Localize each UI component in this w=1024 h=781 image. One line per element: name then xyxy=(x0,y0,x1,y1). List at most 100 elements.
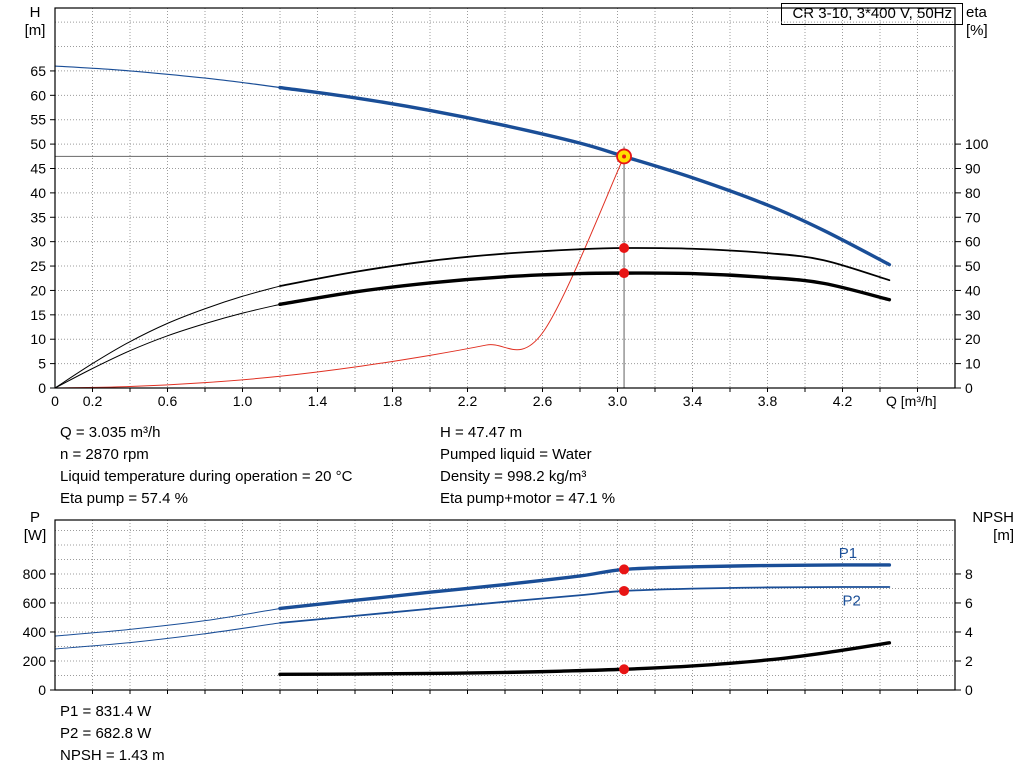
left-tick-label: 400 xyxy=(23,624,47,640)
x-axis-unit-label: Q [m³/h] xyxy=(886,393,937,409)
npsh-axis-title-line2: [m] xyxy=(993,527,1014,544)
left-tick-label: 200 xyxy=(23,653,47,669)
series-head-curve-thin xyxy=(54,65,281,89)
qh-eta-chart-crosshair xyxy=(55,146,625,388)
x-tick-label: 0.2 xyxy=(83,393,103,409)
duty-p1: P1 = 831.4 W xyxy=(60,703,152,720)
eta-pump-motor-point-marker xyxy=(619,268,630,279)
x-tick-label: 1.8 xyxy=(383,393,403,409)
left-tick-label: 25 xyxy=(30,258,46,274)
right-tick-label: 8 xyxy=(965,566,973,582)
p2-point-marker xyxy=(619,585,630,596)
x-tick-label: 1.4 xyxy=(308,393,328,409)
duty-liquid-temp: Liquid temperature during operation = 20… xyxy=(60,468,353,485)
x-tick-label: 3.4 xyxy=(683,393,703,409)
left-tick-label: 0 xyxy=(38,380,46,396)
right-tick-label: 0 xyxy=(965,380,973,396)
right-tick-label: 6 xyxy=(965,595,973,611)
eta-axis-title-line1: eta xyxy=(966,4,987,21)
duty-q: Q = 3.035 m³/h xyxy=(60,424,161,441)
qh-eta-chart-grid xyxy=(55,8,955,388)
x-tick-label: 1.0 xyxy=(233,393,253,409)
right-tick-label: 60 xyxy=(965,234,981,250)
npsh-point-marker xyxy=(619,664,630,675)
left-tick-label: 15 xyxy=(30,307,46,323)
h-axis-title-line1: H xyxy=(29,4,41,21)
left-tick-label: 800 xyxy=(23,566,47,582)
power-npsh-chart-ticks xyxy=(50,573,961,694)
duty-head: H = 47.47 m xyxy=(440,424,523,441)
series-label-p1: P1 xyxy=(839,545,857,562)
p-axis-title-line1: P xyxy=(29,509,40,526)
right-tick-label: 2 xyxy=(965,653,973,669)
duty-info-right: H = 47.47 m Pumped liquid = Water Densit… xyxy=(440,422,615,510)
left-tick-label: 0 xyxy=(38,682,46,698)
left-tick-label: 45 xyxy=(30,160,46,176)
series-p2-curve-thin xyxy=(54,622,281,650)
right-tick-label: 4 xyxy=(965,624,973,640)
p-axis-title: P [W] xyxy=(16,509,54,545)
power-npsh-chart: 0 200 400 600 800 0 2 4 6 8 P1 P2 xyxy=(23,519,973,698)
left-tick-label: 600 xyxy=(23,595,47,611)
series-p2-curve xyxy=(279,586,891,624)
eta-axis-title-line2: [%] xyxy=(966,22,988,39)
eta-axis-title: eta [%] xyxy=(966,4,1016,40)
x-tick-label: 2.2 xyxy=(458,393,478,409)
eta-pump-point-marker xyxy=(619,243,630,253)
right-tick-label: 90 xyxy=(965,160,981,176)
h-axis-title: H [m] xyxy=(16,4,54,40)
left-tick-label: 10 xyxy=(30,331,46,347)
left-tick-label: 5 xyxy=(38,356,46,372)
duty-info-left: Q = 3.035 m³/h n = 2870 rpm Liquid tempe… xyxy=(60,422,352,510)
qh-eta-chart-tick-labels: 0 5 10 15 20 25 30 35 40 45 50 55 60 65 0 10 20 30 40 50 60 7… xyxy=(30,63,988,409)
right-tick-label: 10 xyxy=(965,356,981,372)
power-npsh-chart-grid xyxy=(55,520,955,690)
p1-point-marker xyxy=(619,564,630,575)
left-tick-label: 30 xyxy=(30,234,46,250)
series-system-curve xyxy=(54,155,625,389)
left-tick-label: 60 xyxy=(30,87,46,103)
qh-eta-chart: 0 5 10 15 20 25 30 35 40 45 50 55 60 65 0 10 20 30 40 50 60 7… xyxy=(30,7,989,409)
series-label-p2: P2 xyxy=(843,592,861,609)
npsh-axis-title: NPSH [m] xyxy=(952,509,1014,545)
x-tick-label: 2.6 xyxy=(533,393,553,409)
duty-p2: P2 = 682.8 W xyxy=(60,725,152,742)
left-tick-label: 35 xyxy=(30,209,46,225)
p-axis-title-line2: [W] xyxy=(23,527,47,544)
series-eta-pump-thin xyxy=(54,285,281,389)
right-tick-label: 50 xyxy=(965,258,981,274)
qh-eta-chart-ticks xyxy=(50,70,961,392)
series-eta-pump xyxy=(279,247,891,287)
right-tick-label: 30 xyxy=(965,307,981,323)
right-tick-label: 70 xyxy=(965,209,981,225)
series-eta-pump-motor-thin xyxy=(54,303,281,389)
series-npsh-curve xyxy=(278,641,892,677)
h-axis-title-line2: [m] xyxy=(24,22,46,39)
series-p1-curve xyxy=(278,563,892,611)
left-tick-label: 65 xyxy=(30,63,46,79)
right-tick-label: 0 xyxy=(965,682,973,698)
right-tick-label: 100 xyxy=(965,136,989,152)
x-tick-label: 0.6 xyxy=(158,393,178,409)
left-tick-label: 40 xyxy=(30,185,46,201)
duty-eta-pump-motor: Eta pump+motor = 47.1 % xyxy=(440,490,616,507)
left-tick-label: 50 xyxy=(30,136,46,152)
right-tick-label: 40 xyxy=(965,282,981,298)
x-tick-label: 3.0 xyxy=(608,393,628,409)
x-tick-label: 4.2 xyxy=(833,393,853,409)
duty-speed: n = 2870 rpm xyxy=(60,446,149,463)
series-head-curve xyxy=(278,85,892,267)
duty-eta-pump: Eta pump = 57.4 % xyxy=(60,490,188,507)
right-tick-label: 80 xyxy=(965,185,981,201)
right-tick-label: 20 xyxy=(965,331,981,347)
x-tick-label: 0 xyxy=(51,393,59,409)
duty-point-marker xyxy=(616,148,632,165)
duty-npsh: NPSH = 1.43 m xyxy=(60,747,165,764)
duty-pumped-liquid: Pumped liquid = Water xyxy=(440,446,592,463)
power-npsh-chart-tick-labels: 0 200 400 600 800 0 2 4 6 8 xyxy=(23,566,973,698)
power-info: P1 = 831.4 W P2 = 682.8 W NPSH = 1.43 m xyxy=(60,701,165,767)
series-p1-curve-thin xyxy=(54,607,281,637)
npsh-axis-title-line1: NPSH xyxy=(972,509,1014,526)
left-tick-label: 20 xyxy=(30,282,46,298)
